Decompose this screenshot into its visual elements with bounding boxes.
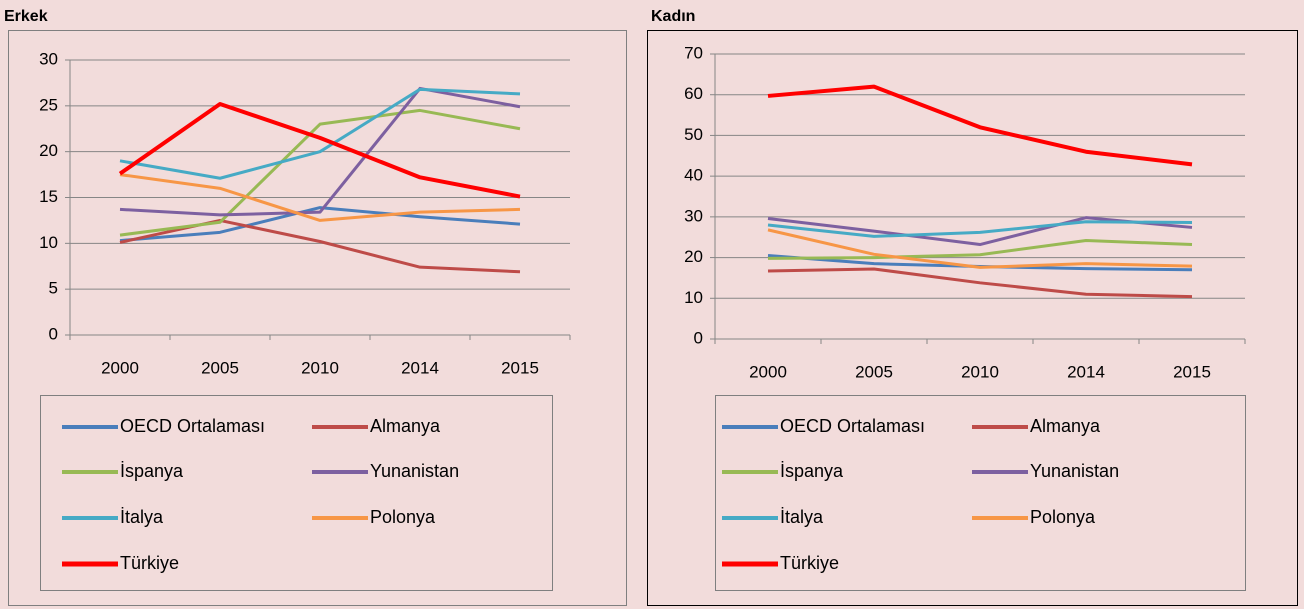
y-tick-label: 10: [39, 233, 58, 252]
x-tick-label: 2000: [101, 358, 139, 377]
y-tick-label: 70: [684, 43, 703, 62]
legend-label: İspanya: [120, 461, 184, 481]
series-line: [119, 108, 521, 237]
legend-frame: [715, 395, 1246, 591]
series-line: [767, 238, 1193, 260]
legend-label: Türkiye: [120, 553, 179, 573]
legend-label: Yunanistan: [1030, 461, 1119, 481]
y-tick-label: 0: [694, 328, 703, 347]
series-line: [767, 220, 1193, 238]
legend-label: Almanya: [1030, 416, 1101, 436]
series-line: [767, 84, 1193, 167]
legend-label: Polonya: [1030, 507, 1096, 527]
x-tick-label: 2015: [501, 358, 539, 377]
series-line: [119, 206, 521, 243]
y-tick-label: 15: [39, 187, 58, 206]
legend-label: İspanya: [780, 461, 844, 481]
y-tick-label: 20: [684, 247, 703, 266]
legend-label: Almanya: [370, 416, 441, 436]
y-tick-label: 50: [684, 125, 703, 144]
x-tick-label: 2010: [961, 362, 999, 381]
series-line: [767, 228, 1193, 269]
y-tick-label: 60: [684, 84, 703, 103]
y-tick-label: 20: [39, 141, 58, 160]
legend-label: İtalya: [120, 507, 164, 527]
x-tick-label: 2014: [1067, 362, 1105, 381]
chart-title: Kadın: [651, 8, 695, 25]
y-tick-label: 10: [684, 288, 703, 307]
x-tick-label: 2000: [749, 362, 787, 381]
legend-label: OECD Ortalaması: [120, 416, 265, 436]
series-line: [119, 86, 521, 217]
series-line: [119, 87, 521, 180]
legend-label: İtalya: [780, 507, 824, 527]
chart-frame: [647, 30, 1298, 606]
x-tick-label: 2005: [855, 362, 893, 381]
chart-frame: [8, 30, 627, 606]
legend-label: Türkiye: [780, 553, 839, 573]
series-line: [118, 102, 521, 199]
y-tick-label: 5: [49, 279, 58, 298]
series-line: [767, 267, 1193, 299]
x-tick-label: 2014: [401, 358, 439, 377]
chart-title: Erkek: [4, 8, 48, 25]
y-tick-label: 25: [39, 95, 58, 114]
legend-label: OECD Ortalaması: [780, 416, 925, 436]
x-tick-label: 2015: [1173, 362, 1211, 381]
y-tick-label: 30: [39, 49, 58, 68]
x-tick-label: 2010: [301, 358, 339, 377]
x-tick-label: 2005: [201, 358, 239, 377]
y-tick-label: 40: [684, 166, 703, 185]
legend-label: Yunanistan: [370, 461, 459, 481]
y-tick-label: 0: [49, 324, 58, 343]
series-line: [119, 173, 521, 222]
legend-label: Polonya: [370, 507, 436, 527]
y-tick-label: 30: [684, 206, 703, 225]
legend-frame: [40, 395, 553, 591]
